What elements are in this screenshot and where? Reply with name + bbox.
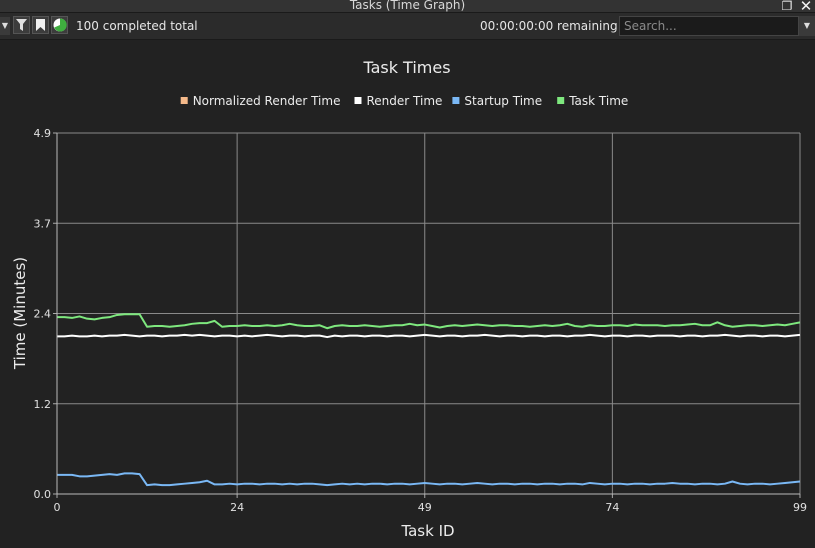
bookmark-icon[interactable]	[32, 16, 49, 34]
y-tick-label: 1.2	[34, 398, 52, 411]
chart-title: Task Times	[362, 58, 450, 77]
close-icon[interactable]: ✕	[799, 0, 813, 15]
task-times-chart: Task Times Normalized Render Time Render …	[11, 58, 808, 540]
legend-swatch-render-time	[354, 97, 362, 104]
series-line-render-time	[57, 333, 801, 339]
completed-count: 100 completed total	[76, 19, 198, 33]
legend-swatch-task-time	[557, 97, 565, 104]
legend-swatch-startup-time	[452, 97, 460, 104]
x-axis-label: Task ID	[400, 522, 454, 540]
y-tick-label: 3.7	[34, 217, 52, 230]
chart-grid	[56, 132, 801, 495]
restore-icon[interactable]: ❐	[781, 0, 793, 13]
chart-series	[57, 313, 801, 487]
filter-icon[interactable]	[13, 16, 30, 34]
x-tick-label: 74	[605, 501, 619, 514]
x-tick-label: 99	[793, 501, 807, 514]
legend-swatch-normalized-render-time	[180, 97, 188, 104]
y-tick-label: 2.4	[34, 308, 52, 321]
x-tick-label: 24	[230, 501, 244, 514]
y-tick-label: 0.0	[34, 488, 52, 501]
remaining-time: 00:00:00:00 remaining	[480, 19, 618, 33]
chart-axes: 0.0 1.2 2.4 3.7 4.9 0 24 49 74 99	[34, 127, 808, 514]
legend-label-startup-time: Startup Time	[464, 94, 542, 108]
toolbar: ▼ 100 completed total 00:00:00:00 remain…	[0, 13, 815, 40]
chart-legend: Normalized Render Time Render Time Startup…	[180, 94, 628, 108]
y-tick-label: 4.9	[34, 127, 52, 140]
search-dropdown-icon[interactable]: ▼	[799, 16, 815, 36]
legend-label-render-time: Render Time	[367, 94, 443, 108]
legend-label-task-time: Task Time	[568, 94, 628, 108]
x-tick-label: 49	[418, 501, 432, 514]
window-titlebar: Tasks (Time Graph) ❐ ✕	[0, 0, 815, 15]
window-title: Tasks (Time Graph)	[349, 0, 466, 12]
pie-chart-icon[interactable]	[51, 16, 68, 34]
series-line-task-time	[57, 313, 801, 330]
series-line-startup-time	[57, 472, 801, 487]
legend-label-normalized-render-time: Normalized Render Time	[193, 94, 341, 108]
search-input[interactable]	[619, 16, 799, 36]
dropdown-arrow-icon[interactable]: ▼	[0, 17, 10, 35]
y-axis-label: Time (Minutes)	[11, 257, 29, 370]
x-tick-label: 0	[54, 501, 61, 514]
